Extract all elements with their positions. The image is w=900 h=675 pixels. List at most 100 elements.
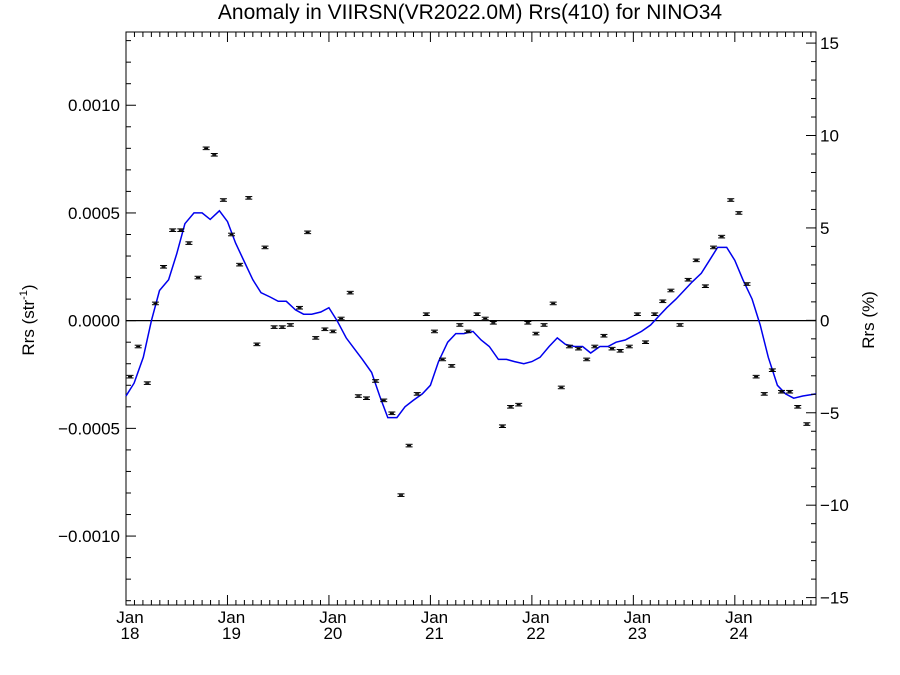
data-point [219, 198, 227, 202]
data-point [236, 262, 244, 267]
data-point [752, 374, 760, 379]
y-tick-label-right: 5 [820, 219, 829, 238]
y-tick-label-right: 15 [820, 34, 839, 53]
data-point [413, 392, 421, 396]
data-point [321, 327, 329, 332]
data-point [430, 329, 438, 334]
data-point [169, 228, 177, 232]
data-point [524, 321, 532, 325]
data-point [735, 211, 743, 215]
data-point [633, 312, 641, 316]
data-point [194, 275, 202, 280]
y-tick-label-left: 0.0010 [68, 96, 120, 115]
y-tick-label-right: −5 [820, 404, 839, 423]
data-point [270, 325, 278, 329]
data-point [337, 316, 345, 321]
data-point [481, 316, 489, 321]
data-point [727, 198, 735, 202]
plot-frame [125, 31, 817, 606]
y-axis-label-left: Rrs (str-1) [18, 284, 38, 355]
data-point [557, 385, 565, 390]
data-point [380, 398, 388, 403]
data-point [126, 374, 134, 379]
y-tick-label-right: −15 [820, 589, 849, 608]
chart-title: Anomaly in VIIRSN(VR2022.0M) Rrs(410) fo… [217, 1, 723, 24]
data-point [743, 282, 751, 286]
x-tick-month-label: Jan [725, 608, 752, 627]
data-point [659, 299, 667, 304]
data-point [667, 288, 675, 293]
plot-area [125, 31, 817, 606]
smoothed-anomaly-line [125, 209, 817, 419]
data-point [642, 340, 650, 344]
x-tick-year-label: 24 [729, 624, 748, 643]
data-point [710, 245, 718, 250]
axes: 0.0010 0.0005 0.0000 −0.0005 −0.0010 15 10 5 0 −5… [58, 32, 849, 643]
x-tick-month-label: Jan [522, 608, 549, 627]
x-tick-year-label: 21 [425, 624, 444, 643]
data-point [692, 258, 700, 263]
data-point [778, 389, 785, 394]
data-point [701, 284, 709, 288]
x-tick-month-label: Jan [624, 608, 651, 627]
data-point [405, 443, 413, 448]
data-point [346, 290, 354, 295]
data-point [448, 364, 456, 368]
x-tick-year-label: 20 [323, 624, 342, 643]
data-point [422, 312, 430, 316]
data-point [296, 305, 304, 310]
data-point [591, 344, 599, 349]
y-tick-label-right: 10 [820, 127, 839, 146]
series-points [126, 146, 811, 497]
data-point [676, 323, 684, 327]
data-point [210, 152, 218, 157]
data-point [312, 336, 320, 340]
data-point [575, 346, 583, 351]
data-point [794, 405, 802, 409]
data-point [286, 323, 294, 327]
data-point [278, 325, 286, 329]
data-point [625, 344, 633, 349]
x-tick-month-label: Jan [116, 608, 143, 627]
data-point [134, 344, 142, 349]
data-point [760, 392, 768, 396]
data-point [651, 312, 659, 316]
x-tick-month-label: Jan [218, 608, 245, 627]
data-point [160, 265, 168, 269]
data-point [202, 146, 210, 151]
data-point [684, 277, 692, 282]
data-point [473, 312, 481, 316]
data-point [718, 234, 726, 239]
data-point [245, 196, 253, 200]
data-point [507, 405, 515, 409]
data-point [768, 368, 776, 372]
data-point [388, 411, 396, 416]
y-tick-label-left: 0.0000 [68, 312, 120, 331]
y-tick-label-left: 0.0005 [68, 204, 120, 223]
data-point [151, 301, 159, 306]
y-tick-label-right: −10 [820, 496, 849, 515]
data-point [228, 232, 236, 237]
x-tick-year-label: 22 [526, 624, 545, 643]
data-point [439, 357, 447, 362]
data-point [608, 346, 616, 351]
data-point [185, 241, 193, 245]
y-tick-label-left: −0.0010 [58, 527, 120, 546]
data-point [354, 394, 362, 398]
x-tick-year-label: 23 [628, 624, 647, 643]
data-point [177, 228, 185, 232]
data-point [362, 396, 370, 401]
x-tick-month-label: Jan [421, 608, 448, 627]
data-point [600, 333, 608, 338]
data-point [565, 344, 573, 349]
data-point [616, 349, 624, 353]
data-point [532, 331, 540, 336]
y-tick-label-left: −0.0005 [58, 419, 120, 438]
x-tick-year-label: 18 [121, 624, 140, 643]
data-point [253, 342, 261, 347]
data-point [261, 245, 269, 250]
data-point [786, 389, 794, 394]
data-point [549, 301, 557, 306]
series-line [125, 209, 817, 419]
